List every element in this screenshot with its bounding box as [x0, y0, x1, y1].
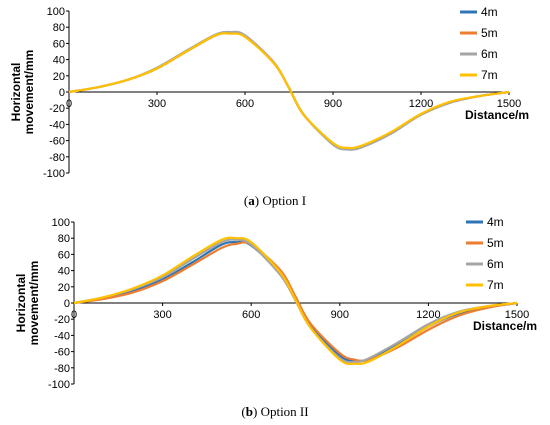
y-tick-label: 60 — [58, 249, 70, 261]
y-tick-label: 100 — [52, 217, 70, 229]
y-tick-label: -40 — [54, 330, 70, 342]
y-axis-title: Horizontal — [14, 274, 28, 333]
x-tick-label: 300 — [148, 98, 166, 110]
x-tick-label: 600 — [236, 98, 254, 110]
legend-label-6m: 6m — [481, 47, 498, 61]
y-axis-title: movement/mm — [22, 50, 36, 135]
x-tick-label: 1200 — [409, 98, 433, 110]
y-tick-label: 20 — [53, 71, 65, 83]
y-tick-label: 0 — [64, 298, 70, 310]
caption-a: (a) Option I — [243, 193, 307, 208]
legend-label-7m: 7m — [481, 68, 498, 82]
x-tick-label: 0 — [71, 309, 77, 321]
x-axis-title: Distance/m — [473, 319, 537, 333]
series-line-5m — [68, 31, 510, 150]
x-tick-label: 1500 — [505, 309, 529, 321]
series-line-4m — [68, 31, 510, 150]
legend-label-7m: 7m — [487, 278, 504, 292]
x-tick-label: 600 — [242, 309, 260, 321]
y-tick-label: -20 — [54, 314, 70, 326]
series-line-7m — [68, 32, 510, 150]
x-tick-label: 1200 — [416, 309, 440, 321]
y-tick-label: 80 — [53, 22, 65, 34]
y-tick-label: 80 — [58, 233, 70, 245]
y-tick-label: -100 — [48, 379, 70, 391]
series-line-6m — [68, 30, 510, 151]
y-tick-label: 40 — [53, 55, 65, 67]
y-tick-label: 100 — [47, 6, 65, 18]
y-tick-label: -80 — [49, 152, 65, 164]
x-tick-label: 1500 — [497, 98, 521, 110]
y-tick-label: -100 — [43, 168, 65, 180]
series-line-5m — [73, 241, 518, 363]
y-axis-title: movement/mm — [27, 261, 41, 346]
y-tick-label: 40 — [58, 266, 70, 278]
y-tick-label: -80 — [54, 363, 70, 375]
y-tick-label: -60 — [49, 136, 65, 148]
series-line-7m — [73, 236, 518, 366]
x-axis-title: Distance/m — [465, 108, 529, 122]
legend-label-5m: 5m — [487, 236, 504, 250]
caption-a-letter: a — [248, 193, 255, 208]
y-tick-label: 20 — [58, 282, 70, 294]
x-tick-label: 900 — [324, 98, 342, 110]
caption-a-text: Option I — [262, 193, 307, 208]
caption-b-text: Option II — [260, 404, 309, 419]
legend-label-6m: 6m — [487, 257, 504, 271]
x-tick-label: 0 — [66, 98, 72, 110]
y-tick-label: -20 — [49, 103, 65, 115]
x-tick-label: 300 — [153, 309, 171, 321]
legend-label-5m: 5m — [481, 26, 498, 40]
y-axis-title: Horizontal — [9, 63, 23, 122]
y-tick-label: -40 — [49, 119, 65, 131]
legend-label-4m: 4m — [481, 5, 498, 19]
y-tick-label: 60 — [53, 38, 65, 50]
caption-b-letter: b — [245, 404, 253, 419]
y-tick-label: 0 — [59, 87, 65, 99]
caption-b: (b) Option II — [241, 404, 309, 419]
x-tick-label: 900 — [331, 309, 349, 321]
legend-label-4m: 4m — [487, 215, 504, 229]
y-tick-label: -60 — [54, 347, 70, 359]
